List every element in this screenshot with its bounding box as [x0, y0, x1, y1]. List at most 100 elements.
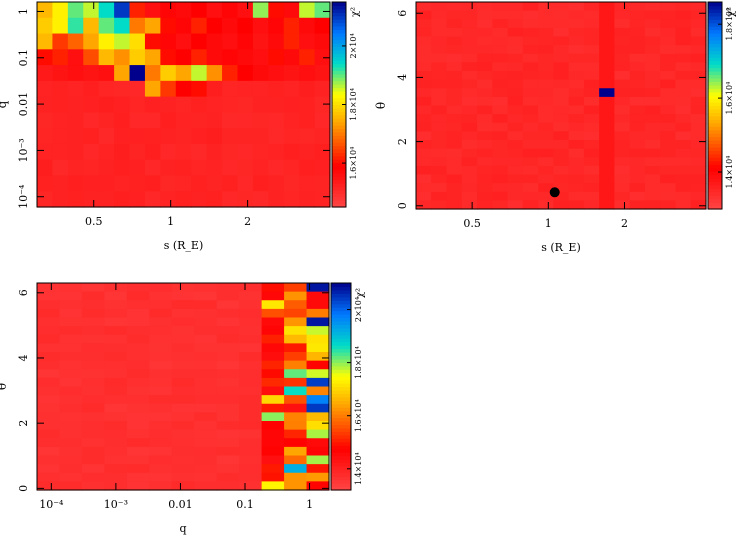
heatmap-cell [52, 65, 69, 82]
heatmap-cell [67, 80, 84, 98]
heatmap-cell [538, 157, 554, 167]
heatmap-cell [191, 80, 208, 98]
heatmap-cell [568, 27, 585, 38]
heatmap-cell [614, 122, 631, 132]
heatmap-cell [261, 360, 285, 370]
heatmap-cell [306, 395, 330, 405]
heatmap-cell [67, 2, 84, 19]
heatmap-cell [268, 49, 285, 66]
colorbar-segment [332, 25, 346, 30]
heatmap-cell [252, 191, 269, 208]
heatmap-cell [59, 343, 83, 353]
heatmap-cell [216, 343, 240, 353]
y-tick-label: 0 [17, 485, 30, 492]
heatmap-cell [284, 455, 308, 465]
colorbar-segment [332, 53, 346, 58]
colorbar-segment [332, 90, 346, 95]
heatmap-cell [283, 112, 300, 129]
heatmap-cell [144, 2, 161, 19]
heatmap-cell [126, 386, 150, 396]
colorbar-segment [331, 469, 351, 474]
heatmap-cell [171, 291, 195, 301]
heatmap-cell [114, 65, 131, 82]
heatmap-cell [59, 308, 83, 319]
heatmap-cell [568, 114, 585, 124]
heatmap-cell [171, 369, 195, 379]
heatmap-cell [284, 481, 308, 491]
y-tick-label: 0.01 [17, 92, 30, 117]
heatmap-cell [431, 45, 448, 55]
heatmap-cell [599, 183, 616, 193]
heatmap-cell [568, 157, 585, 167]
heatmap-cell [522, 122, 539, 132]
heatmap-cell [416, 183, 432, 193]
heatmap-cell [522, 200, 539, 210]
colorbar-segment [708, 60, 722, 65]
heatmap-cell [522, 53, 539, 63]
heatmap-cell [477, 19, 493, 29]
colorbar-segment [708, 53, 722, 58]
heatmap-cell [194, 395, 218, 405]
x-tick-label: 10⁻⁴ [39, 498, 64, 511]
colorbar-segment [332, 131, 346, 136]
heatmap-cell [306, 343, 330, 353]
colorbar-segment [331, 458, 351, 463]
colorbar-segment [332, 32, 346, 37]
heatmap-cell [37, 2, 54, 19]
heatmap-cell [492, 36, 509, 46]
heatmap-cell [175, 128, 192, 145]
heatmap-cell [37, 17, 54, 35]
heatmap-cell [629, 200, 646, 210]
colorbar-segment [332, 142, 346, 147]
heatmap-cell [522, 105, 539, 115]
heatmap-cell [284, 308, 308, 319]
heatmap-cell [104, 300, 128, 310]
heatmap-cell [477, 105, 493, 115]
heatmap-cell [261, 352, 285, 362]
colorbar-segment [708, 177, 722, 182]
heatmap-cell [568, 45, 585, 55]
heatmap-cell [160, 112, 177, 129]
heatmap-cell [599, 105, 616, 115]
heatmap-cell [252, 17, 269, 35]
colorbar-segment [331, 441, 351, 446]
heatmap-cell [492, 122, 509, 132]
heatmap-cell [416, 27, 432, 38]
heatmap-cell [568, 96, 585, 107]
colorbar-segment [332, 101, 346, 106]
heatmap-cell [104, 334, 128, 344]
heatmap-cell [553, 114, 570, 124]
heatmap-cell [644, 131, 661, 141]
colorbar-segment [331, 472, 351, 477]
heatmap-cell [538, 105, 554, 115]
heatmap-cell [614, 19, 631, 29]
colorbar-segment [331, 483, 351, 488]
heatmap-cell [81, 343, 105, 353]
heatmap-cell [52, 2, 69, 19]
heatmap-cell [690, 122, 707, 132]
heatmap-cell [629, 62, 646, 72]
heatmap-cell [299, 2, 316, 19]
heatmap-cell [461, 62, 478, 72]
heatmap-cell [37, 33, 54, 50]
heatmap-cell [160, 128, 177, 145]
colorbar-segment [332, 159, 346, 164]
heatmap-cell [446, 191, 463, 201]
heatmap-cell [446, 157, 463, 167]
heatmap-cell [67, 191, 84, 208]
heatmap-cell [614, 27, 631, 38]
heatmap-cell [306, 334, 330, 344]
heatmap-cell [431, 174, 448, 184]
heatmap-cell [261, 421, 285, 431]
heatmap-cell [644, 10, 661, 20]
heatmap-cell [629, 131, 646, 141]
colorbar-segment [708, 164, 722, 169]
heatmap-cell [149, 464, 173, 474]
colorbar-segment [708, 119, 722, 124]
heatmap-cell [538, 88, 554, 98]
heatmap-cell [614, 88, 631, 98]
heatmap-cell [492, 45, 509, 55]
heatmap-cell [237, 17, 254, 35]
heatmap-cell [306, 412, 330, 422]
heatmap-cell [283, 17, 300, 35]
